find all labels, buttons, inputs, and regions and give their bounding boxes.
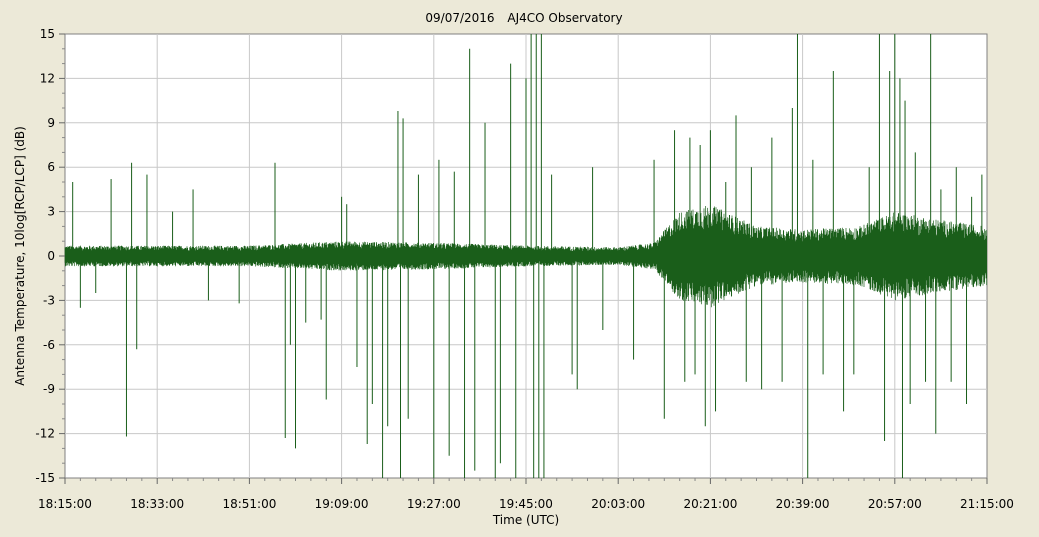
x-tick-label: 21:15:00 — [960, 497, 1014, 511]
y-axis-label: Antenna Temperature, 10log[RCP/LCP] (dB) — [13, 126, 27, 386]
x-tick-label: 20:21:00 — [683, 497, 737, 511]
x-tick-label: 20:57:00 — [868, 497, 922, 511]
y-tick-label: 15 — [40, 27, 55, 41]
y-tick-label: 3 — [47, 205, 55, 219]
y-tick-label: 6 — [47, 160, 55, 174]
chart-title-date: 09/07/2016 — [425, 11, 494, 25]
x-tick-label: 18:15:00 — [38, 497, 92, 511]
y-axis-ticks: 15 12 9 6 3 0 -3 -6 -9 -12 -15 — [35, 27, 65, 485]
x-tick-label: 20:03:00 — [591, 497, 645, 511]
y-tick-label: 12 — [40, 71, 55, 85]
x-tick-label: 19:09:00 — [315, 497, 369, 511]
x-tick-label: 20:39:00 — [776, 497, 830, 511]
y-tick-label: -3 — [43, 293, 55, 307]
y-tick-label: -6 — [43, 338, 55, 352]
y-tick-label: -15 — [35, 471, 55, 485]
x-axis-ticks: 18:15:00 18:33:00 18:51:00 19:09:00 19:27:00… — [38, 478, 1014, 511]
y-tick-label: -9 — [43, 382, 55, 396]
x-tick-label: 19:27:00 — [407, 497, 461, 511]
x-tick-label: 19:45:00 — [499, 497, 553, 511]
x-tick-label: 18:33:00 — [130, 497, 184, 511]
y-tick-label: -12 — [35, 427, 55, 441]
x-axis-label: Time (UTC) — [492, 513, 559, 527]
series-group — [64, 34, 988, 478]
y-tick-label: 0 — [47, 249, 55, 263]
chart-title-name: AJ4CO Observatory — [507, 11, 622, 25]
x-tick-label: 18:51:00 — [222, 497, 276, 511]
y-tick-label: 9 — [47, 116, 55, 130]
